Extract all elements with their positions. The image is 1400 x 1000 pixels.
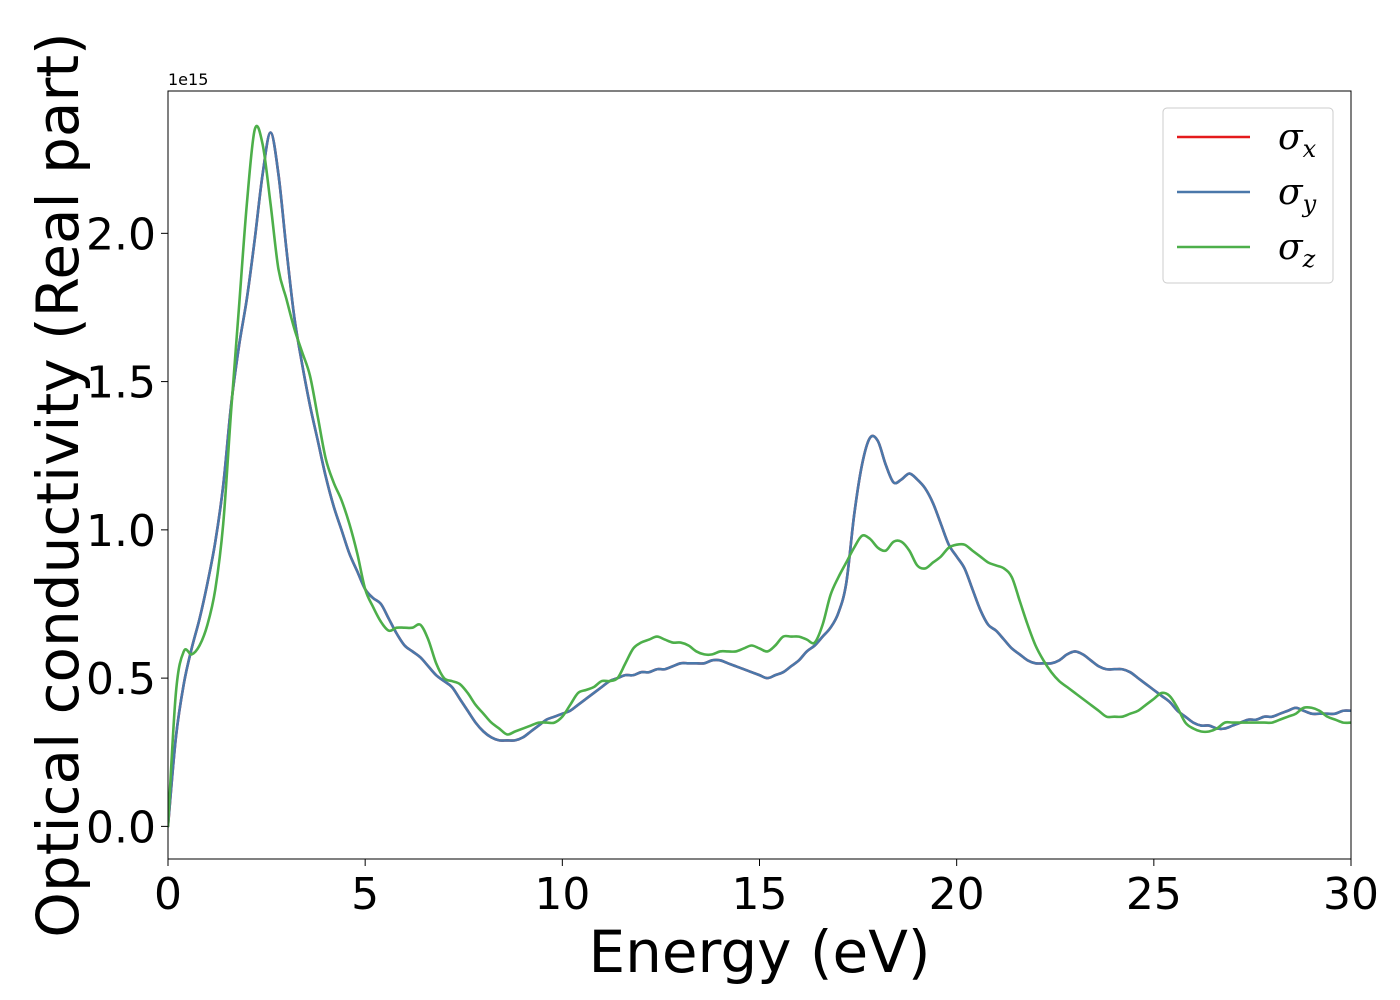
x-tick-label: 0 — [154, 869, 182, 920]
y-axis-offset-label: 1e15 — [168, 70, 208, 89]
series-line-sigma-z — [168, 124, 1351, 828]
x-tick-label: 30 — [1323, 869, 1379, 920]
series-line-sigma-y — [168, 131, 1351, 828]
x-tick-label: 25 — [1126, 869, 1182, 920]
y-tick-label: 1.5 — [86, 358, 156, 409]
y-axis-title: Optical conductivity (Real part) — [24, 32, 92, 937]
legend-box — [1162, 107, 1334, 284]
plot-lines — [168, 124, 1351, 828]
x-tick-label: 5 — [351, 869, 379, 920]
x-tick-label: 20 — [929, 869, 985, 920]
y-tick-label: 0.0 — [86, 802, 156, 853]
y-tick-label: 2.0 — [86, 209, 156, 260]
y-tick-label: 0.5 — [86, 654, 156, 705]
x-axis-ticks: 0 5 10 15 20 25 30 — [154, 859, 1379, 920]
x-tick-label: 15 — [732, 869, 788, 920]
x-axis-title: Energy (eV) — [588, 918, 930, 986]
y-axis-ticks: 0.0 0.5 1.0 1.5 2.0 — [86, 209, 168, 853]
y-tick-label: 1.0 — [86, 506, 156, 557]
legend-label-sigma-x: σx — [1278, 117, 1317, 163]
x-tick-label: 10 — [534, 869, 590, 920]
